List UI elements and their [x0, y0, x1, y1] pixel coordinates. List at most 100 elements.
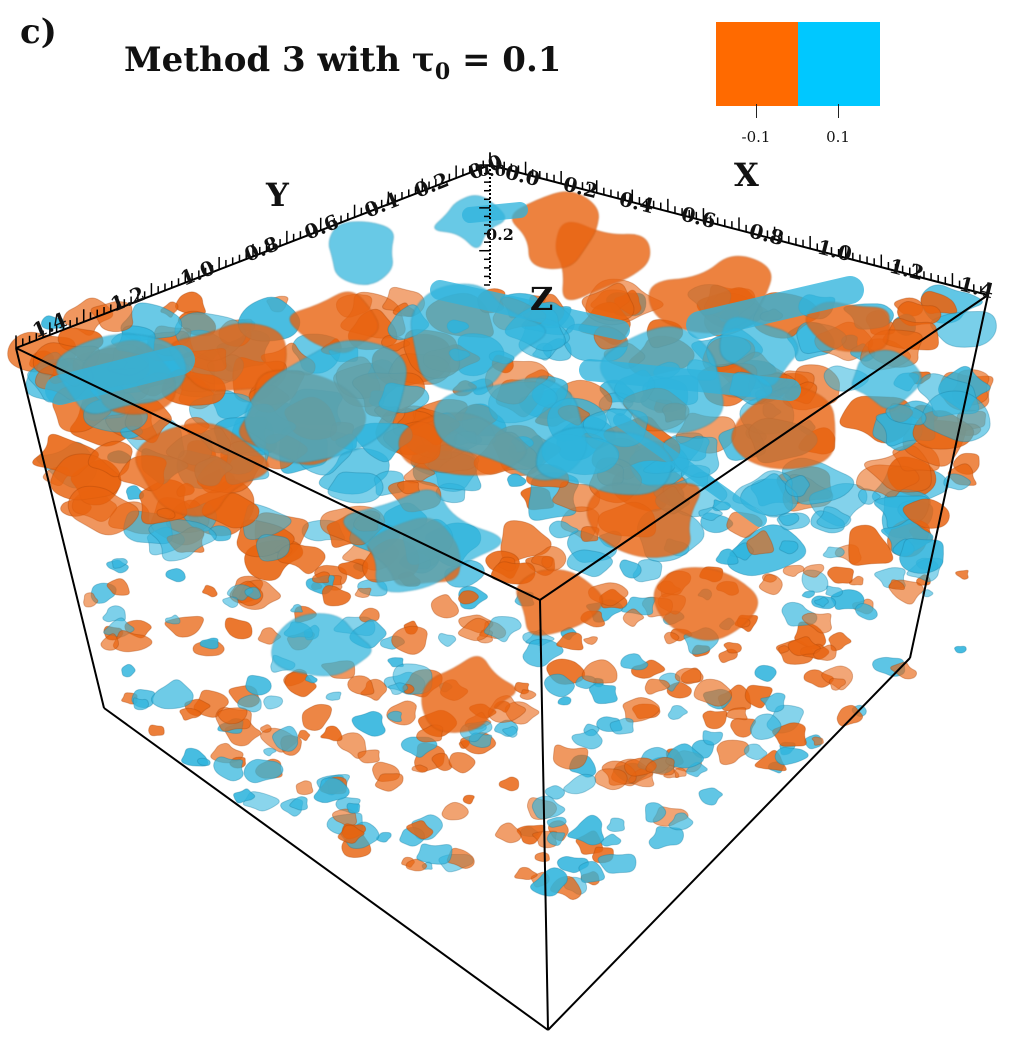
positive-isosurface-fragment: [698, 506, 723, 522]
positive-isosurface-fragment: [566, 549, 614, 578]
negative-isosurface-fragment: [519, 689, 537, 701]
plot-title: Method 3 with τ0 = 0.1: [124, 40, 561, 85]
positive-isosurface-fragment: [667, 704, 688, 720]
positive-isosurface-fragment: [619, 559, 642, 579]
positive-isosurface-fragment: [597, 853, 637, 874]
negative-isosurface-fragment: [441, 801, 469, 821]
positive-isosurface-fragment: [325, 691, 342, 701]
legend-tick-negative: [756, 104, 757, 118]
positive-isosurface-fragment: [237, 694, 262, 713]
positive-isosurface-fragment: [387, 710, 403, 723]
negative-isosurface-fragment: [457, 590, 479, 605]
box-vertical-edge-right: [909, 294, 989, 659]
positive-isosurface-fragment: [531, 795, 566, 820]
positive-isosurface-fragment: [754, 664, 777, 682]
negative-isosurface-sheet: [653, 567, 759, 641]
positive-isosurface-fragment: [885, 403, 927, 426]
negative-isosurface-fragment: [530, 545, 567, 572]
negative-isosurface-fragment: [746, 530, 775, 556]
negative-isosurface-fragment: [357, 749, 380, 764]
positive-vortex-tube: [462, 202, 528, 223]
positive-isosurface-fragment: [954, 645, 967, 654]
positive-isosurface-fragment: [578, 860, 606, 884]
positive-isosurface-fragment: [502, 725, 518, 738]
negative-isosurface-fragment: [848, 524, 894, 566]
positive-isosurface-fragment: [620, 653, 649, 671]
positive-isosurface-fragment: [529, 867, 568, 897]
positive-isosurface-fragment: [606, 817, 626, 833]
positive-isosurface-fragment: [648, 826, 685, 850]
negative-isosurface-fragment: [811, 736, 824, 746]
negative-isosurface-fragment: [827, 566, 855, 584]
negative-isosurface-fragment: [716, 739, 750, 766]
negative-isosurface-fragment: [902, 498, 950, 529]
title-suffix: = 0.1: [450, 40, 562, 80]
positive-vortex-tube: [430, 280, 630, 340]
positive-isosurface-fragment: [416, 843, 453, 865]
positive-isosurface-fragment: [825, 585, 844, 598]
positive-isosurface-fragment: [816, 506, 852, 530]
positive-isosurface-fragment: [813, 596, 829, 608]
negative-isosurface-fragment: [534, 851, 550, 863]
negative-isosurface-fragment: [778, 645, 790, 654]
positive-isosurface-fragment: [571, 728, 603, 750]
negative-isosurface-fragment: [622, 608, 645, 627]
positive-isosurface-sheet: [343, 489, 502, 593]
positive-isosurface-fragment: [760, 692, 786, 713]
positive-isosurface-fragment: [899, 538, 944, 574]
negative-isosurface-fragment: [630, 659, 666, 679]
positive-isosurface-fragment: [522, 638, 564, 668]
negative-isosurface-fragment: [90, 301, 134, 333]
negative-isosurface-fragment: [663, 631, 680, 645]
legend-tick-positive: [838, 104, 839, 118]
negative-isosurface-fragment: [374, 773, 404, 792]
negative-isosurface-fragment: [448, 751, 476, 774]
positive-isosurface-fragment: [243, 758, 284, 784]
x-tick-label: 0.0: [503, 160, 543, 192]
positive-isosurface-fragment: [702, 730, 724, 746]
negative-isosurface-fragment: [514, 866, 538, 881]
positive-isosurface-fragment: [111, 557, 128, 569]
box-vertical-edge-left: [15, 347, 105, 709]
negative-isosurface-fragment: [693, 678, 733, 707]
positive-isosurface-fragment: [778, 540, 799, 555]
positive-isosurface-fragment: [132, 697, 150, 711]
negative-isosurface-fragment: [83, 592, 99, 608]
positive-isosurface-fragment: [244, 586, 262, 600]
negative-isosurface-fragment: [556, 631, 584, 651]
positive-isosurface-sheet: [410, 283, 546, 392]
x-axis-title: X: [734, 156, 759, 194]
positive-isosurface-fragment: [121, 663, 136, 678]
y-tick-label: 0.4: [361, 187, 402, 222]
y-tick-label: 0.2: [411, 167, 452, 202]
legend-label-negative: -0.1: [741, 128, 771, 146]
positive-isosurface-sheet: [328, 221, 395, 286]
negative-isosurface-fragment: [725, 707, 748, 721]
negative-isosurface-fragment: [836, 704, 864, 727]
positive-isosurface-fragment: [245, 674, 272, 696]
negative-isosurface-fragment: [179, 707, 202, 721]
positive-isosurface-fragment: [483, 615, 522, 643]
positive-isosurface-sheet: [535, 426, 673, 496]
negative-isosurface-fragment: [828, 677, 847, 691]
negative-isosurface-fragment: [67, 485, 140, 536]
negative-isosurface-fragment: [431, 752, 453, 772]
positive-isosurface-fragment: [351, 710, 386, 737]
positive-isosurface-fragment: [263, 747, 277, 757]
panel-label: c): [20, 12, 57, 52]
positive-isosurface-fragment: [546, 831, 566, 846]
negative-isosurface-fragment: [301, 703, 333, 731]
positive-isosurface-fragment: [644, 802, 667, 823]
positive-isosurface-fragment: [774, 746, 809, 766]
positive-isosurface-fragment: [313, 777, 350, 804]
positive-isosurface-fragment: [290, 603, 304, 613]
positive-isosurface-sheet: [719, 317, 799, 387]
positive-isosurface-fragment: [213, 756, 244, 782]
negative-isosurface-fragment: [406, 820, 434, 840]
negative-isosurface-fragment: [457, 617, 491, 642]
positive-vortex-tube: [686, 276, 864, 339]
negative-isosurface-fragment: [148, 724, 165, 737]
positive-isosurface-fragment: [743, 743, 768, 761]
legend-swatch-positive: [798, 22, 880, 106]
